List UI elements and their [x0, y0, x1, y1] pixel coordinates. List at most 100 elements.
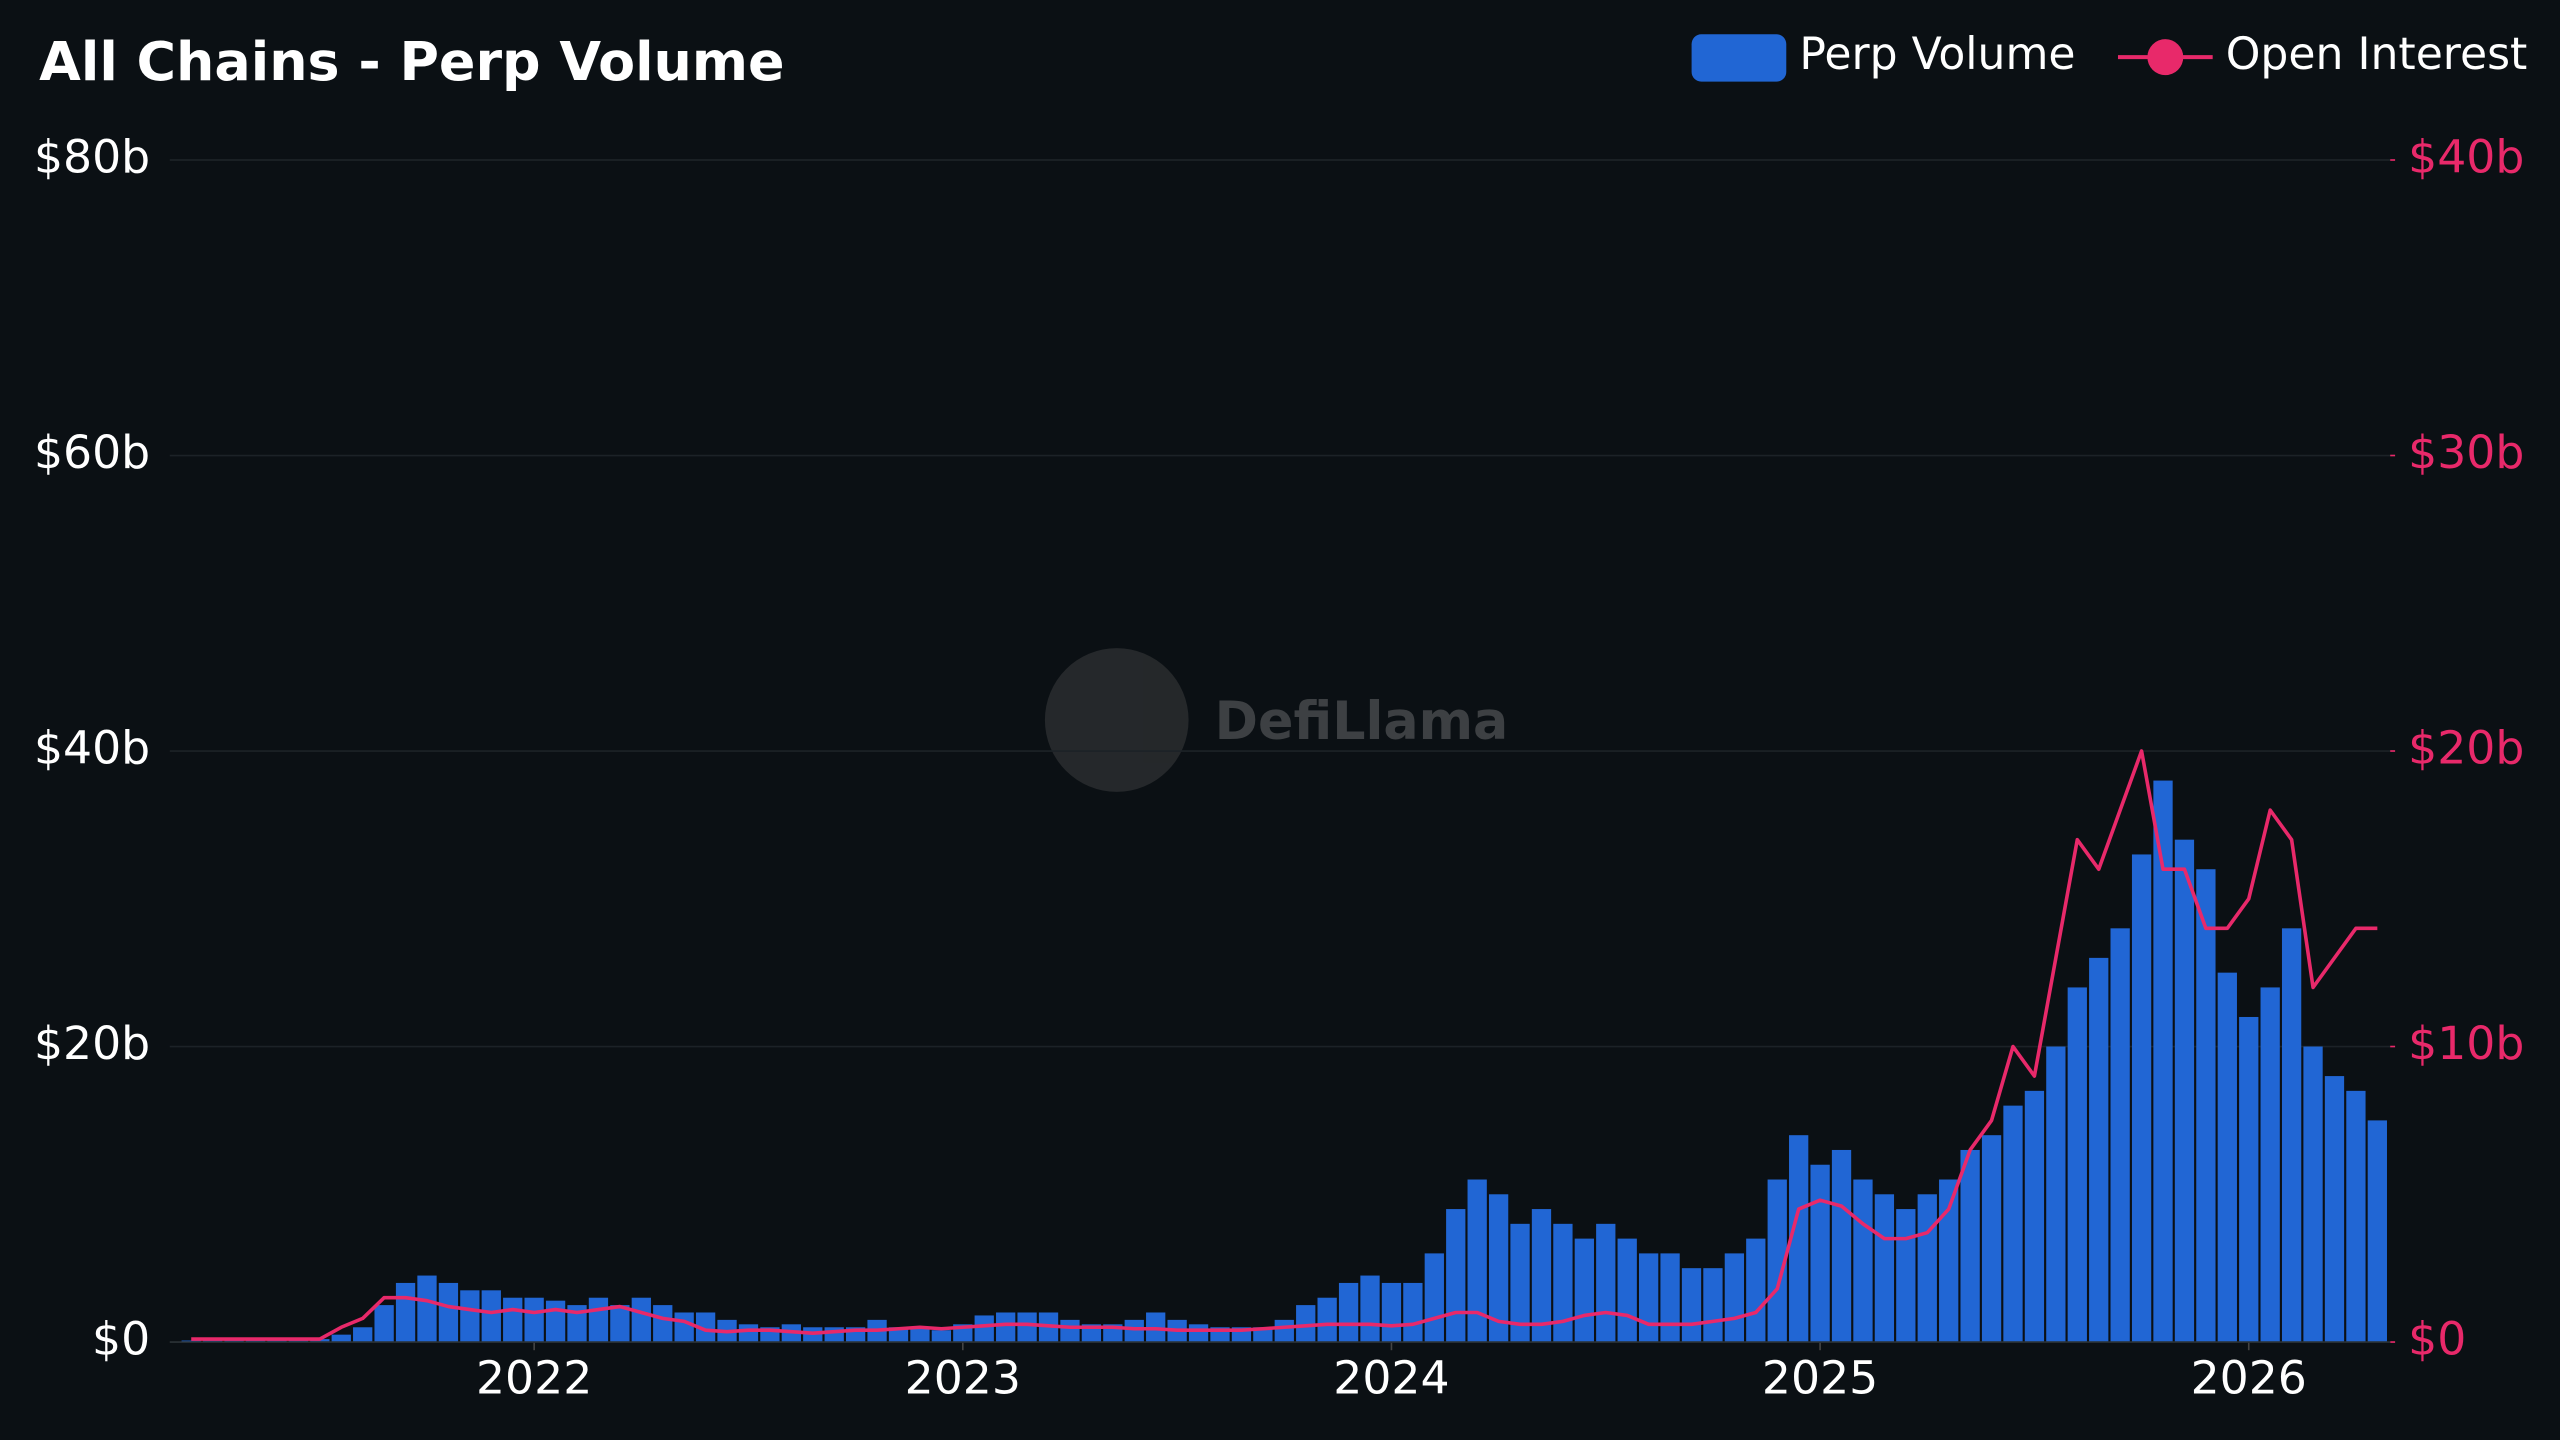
bar: [1874, 1194, 1895, 1343]
bar: [2131, 854, 2152, 1343]
bar: [1510, 1223, 1530, 1343]
x-tick-label: 2025: [1762, 1352, 1878, 1405]
bar: [610, 1305, 630, 1343]
x-tick-label: 2022: [476, 1352, 592, 1405]
bar: [1296, 1305, 1316, 1343]
bar: [503, 1297, 523, 1343]
legend-swatch: [1691, 34, 1787, 82]
legend-swatch: [2147, 39, 2184, 76]
bar: [545, 1300, 566, 1343]
bar: [2196, 869, 2216, 1343]
bar: [695, 1312, 716, 1343]
bar: [438, 1282, 459, 1343]
bar: [2110, 928, 2130, 1343]
y-tick-label: $0: [92, 1313, 150, 1366]
bar: [1960, 1149, 1980, 1343]
y2-tick-label: $10b: [2408, 1017, 2524, 1070]
legend-label: Perp Volume: [1799, 29, 2075, 80]
bar: [1060, 1319, 1080, 1343]
chart-title: All Chains - Perp Volume: [39, 30, 784, 93]
bar: [395, 1282, 416, 1343]
bar: [1596, 1223, 1616, 1343]
bar: [653, 1305, 673, 1343]
bar: [374, 1305, 394, 1343]
bar: [2217, 972, 2237, 1343]
bar: [1703, 1268, 1723, 1343]
bar: [1853, 1179, 1873, 1343]
bar: [931, 1330, 952, 1343]
y-tick-label: $40b: [34, 722, 150, 775]
bar: [481, 1290, 501, 1343]
bar: [1360, 1275, 1380, 1343]
bar: [1681, 1268, 1702, 1343]
bar: [1574, 1238, 1594, 1343]
bar: [1660, 1253, 1680, 1343]
y2-tick-label: $30b: [2408, 426, 2524, 479]
bar: [1124, 1319, 1144, 1343]
bar: [996, 1312, 1016, 1343]
bar: [1274, 1319, 1294, 1343]
bar: [1724, 1253, 1745, 1343]
legend: Open Interest Perp Volume: [1691, 29, 2528, 82]
x-tick-label: 2026: [2191, 1352, 2307, 1405]
bar: [1488, 1194, 1509, 1343]
legend-label: Open Interest: [2226, 29, 2528, 80]
bar: [910, 1327, 930, 1343]
bar: [1017, 1312, 1037, 1343]
y-tick-label: $80b: [34, 130, 150, 183]
bar: [524, 1297, 544, 1343]
bar: [331, 1334, 351, 1343]
bar: [1467, 1179, 1487, 1343]
bar: [567, 1305, 587, 1343]
bar: [1253, 1327, 1273, 1343]
bar: [738, 1324, 759, 1343]
bar: [2024, 1090, 2045, 1343]
bar: [1188, 1324, 1209, 1343]
bar: [417, 1275, 437, 1343]
y-tick-label: $20b: [34, 1017, 150, 1070]
x-tick-label: 2024: [1333, 1352, 1449, 1405]
bar: [353, 1327, 373, 1343]
y2-tick-label: $20b: [2408, 722, 2524, 775]
bar: [1789, 1135, 1809, 1343]
bar: [1939, 1179, 1959, 1343]
bar: [1381, 1282, 1402, 1343]
bar: [2281, 928, 2302, 1343]
bar: [1424, 1253, 1444, 1343]
bar: [1638, 1253, 1659, 1343]
bar: [1896, 1209, 1916, 1343]
y2-tick-label: $0: [2408, 1313, 2466, 1366]
bar: [974, 1315, 994, 1343]
bar: [2067, 987, 2087, 1343]
bar: [2324, 1076, 2345, 1343]
bar: [2003, 1105, 2023, 1343]
bar: [2346, 1090, 2366, 1343]
bar: [2153, 780, 2173, 1343]
bar: [2303, 1046, 2323, 1343]
bar: [2239, 1016, 2259, 1343]
bar: [1403, 1282, 1423, 1343]
y2-tick-label: $40b: [2408, 130, 2524, 183]
bar: [1981, 1135, 2002, 1343]
bar: [1831, 1149, 1852, 1343]
bar: [674, 1312, 694, 1343]
bar: [1810, 1164, 1830, 1343]
bar: [1617, 1238, 1637, 1343]
bar: [1553, 1223, 1573, 1343]
bar: [588, 1297, 609, 1343]
bar: [1746, 1238, 1766, 1343]
bar: [2174, 839, 2195, 1343]
bar: [631, 1297, 651, 1343]
bar: [2046, 1046, 2066, 1343]
bar: [1338, 1282, 1359, 1343]
bar: [2260, 987, 2280, 1343]
bar: [460, 1290, 480, 1343]
watermark: DefiLlama: [1044, 648, 1509, 792]
y-tick-label: $60b: [34, 426, 150, 479]
bar: [2367, 1120, 2387, 1343]
x-tick-label: 2023: [905, 1352, 1021, 1405]
bar: [1446, 1209, 1466, 1343]
watermark-text: DefiLlama: [1215, 692, 1509, 752]
